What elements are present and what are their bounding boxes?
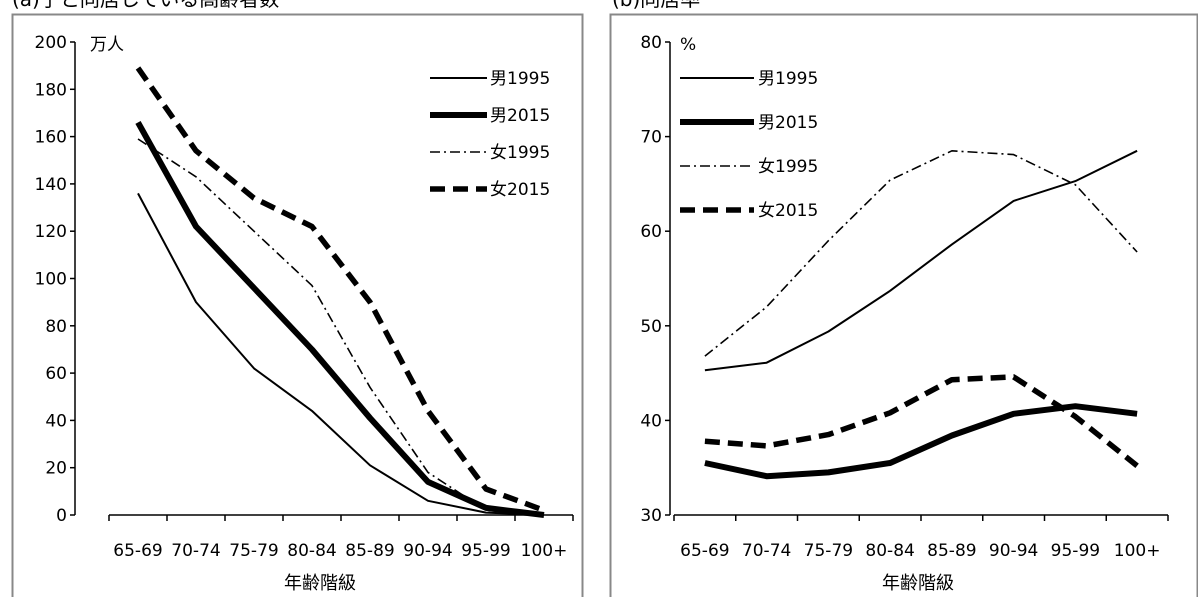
legend-label: 女1995 [758,157,818,177]
y-tick-label: 200 [35,33,67,53]
unit-label: 万人 [90,35,124,55]
series-1 [137,192,545,516]
x-axis-label: 年齢階級 [284,573,356,594]
chart-title: (a)子と同居している高齢者数 [12,0,279,11]
series-line [135,66,545,513]
y-tick-label: 120 [35,222,67,242]
y-tick-label: 180 [35,80,67,100]
y-tick-label: 40 [640,411,662,431]
x-tick-label: 90-94 [403,541,452,561]
series-line [137,192,545,516]
series-4 [135,66,545,513]
x-tick-label: 80-84 [865,541,914,561]
panel-frame [609,13,1198,597]
x-tick-label: 80-84 [287,541,336,561]
x-tick-label: 70-74 [742,541,791,561]
y-tick-label: 60 [640,222,662,242]
legend-label: 女2015 [758,201,818,221]
y-tick-label: 0 [56,506,67,526]
series-line [135,120,545,518]
legend-label: 男2015 [758,113,818,133]
x-tick-label: 100+ [1114,541,1161,561]
series-1 [704,149,1138,372]
y-tick-label: 70 [640,128,662,148]
y-tick-label: 20 [45,459,67,479]
x-tick-label: 100+ [521,541,568,561]
series-2 [135,120,545,518]
x-tick-label: 70-74 [171,541,220,561]
x-tick-label: 95-99 [1051,541,1100,561]
y-tick-label: 40 [45,411,67,431]
chart-panel-a: (a)子と同居している高齢者数 0 20 40 60 80 100 120 140 160 180 2… [11,0,584,597]
y-tick-label: 50 [640,317,662,337]
y-tick-label: 80 [45,317,67,337]
y-tick-label: 60 [45,364,67,384]
legend-label: 男2015 [490,106,550,126]
x-axis-label: 年齢階級 [882,573,954,594]
y-tick-label: 140 [35,175,67,195]
series-4 [704,374,1139,468]
unit-label: % [680,35,696,55]
series-line [704,374,1139,468]
y-tick-label: 30 [640,506,662,526]
series-line [704,149,1138,372]
x-tick-label: 65-69 [680,541,729,561]
series-line [704,150,1138,357]
legend-label: 男1995 [490,69,550,89]
series-line [137,138,545,516]
x-tick-label: 75-79 [229,541,278,561]
y-tick-label: 160 [35,128,67,148]
y-tick-label: 80 [640,33,662,53]
y-tick-label: 100 [35,270,67,290]
x-tick-label: 90-94 [989,541,1038,561]
x-tick-label: 85-89 [345,541,394,561]
chart-title: (b)同居率 [612,0,700,11]
legend-label: 女1995 [490,143,550,163]
chart-panel-b: (b)同居率 30 40 50 60 70 80 65-69 70-74 75-79 80-84 85… [609,0,1198,597]
series-3 [137,138,545,516]
x-tick-label: 75-79 [804,541,853,561]
x-tick-label: 95-99 [461,541,510,561]
x-tick-label: 85-89 [927,541,976,561]
series-3 [704,150,1138,357]
x-tick-label: 65-69 [113,541,162,561]
panel-frame [11,13,584,597]
legend-label: 女2015 [490,180,550,200]
legend-label: 男1995 [758,69,818,89]
